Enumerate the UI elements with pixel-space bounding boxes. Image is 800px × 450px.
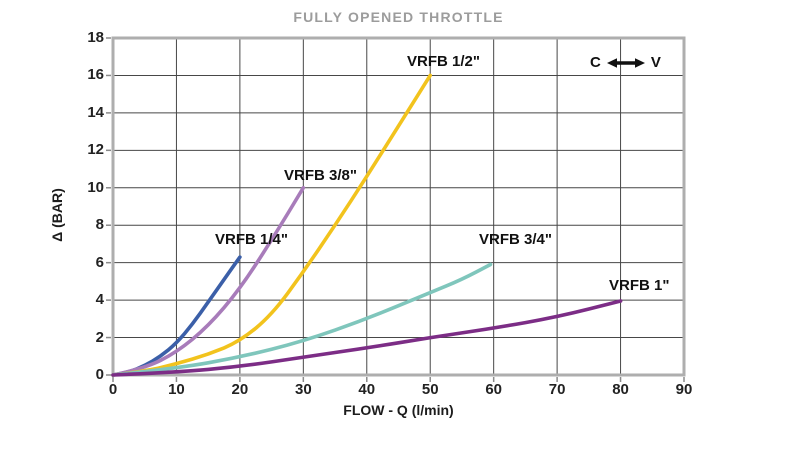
y-tick-label: 0	[95, 366, 104, 383]
y-tick-label: 18	[87, 29, 104, 46]
y-tick-label: 10	[87, 178, 104, 196]
x-tick-label: 90	[675, 381, 693, 398]
chart-title: FULLY OPENED THROTTLE	[293, 9, 504, 25]
x-tick-label: 40	[358, 381, 376, 398]
curve-4	[111, 299, 623, 377]
series-label-vrfb-1: VRFB 1"	[609, 277, 670, 294]
curve-3	[111, 262, 493, 377]
x-tick-label: 60	[485, 381, 502, 398]
cv-annotation: C V	[590, 54, 661, 71]
y-tick-label: 16	[87, 66, 104, 84]
series-label-vrfb-3-8: VRFB 3/8"	[284, 167, 357, 184]
x-tick-label: 80	[612, 381, 629, 398]
curve-2	[111, 73, 432, 377]
double-arrow-icon	[606, 57, 645, 68]
cv-annotation-left: C	[590, 54, 601, 71]
y-tick-label: 14	[87, 103, 104, 121]
x-tick-label: 30	[294, 381, 312, 398]
cv-annotation-right: V	[650, 54, 661, 71]
x-axis-label: FLOW - Q (l/min)	[343, 402, 454, 418]
x-tick-label: 0	[108, 381, 118, 398]
series-label-vrfb-3-4: VRFB 3/4"	[479, 231, 552, 248]
y-tick-label: 4	[95, 291, 104, 309]
x-tick-label: 70	[548, 381, 566, 398]
y-tick-label: 8	[95, 216, 104, 234]
y-tick-label: 2	[95, 328, 104, 346]
y-tick-label: 12	[87, 141, 104, 159]
y-tick-label: 6	[95, 253, 104, 271]
curve-1	[111, 186, 306, 377]
series-label-vrfb-1-2: VRFB 1/2"	[407, 53, 480, 70]
x-tick-label: 50	[421, 381, 439, 398]
plot-border	[111, 36, 686, 377]
x-tick-label: 10	[168, 381, 185, 398]
x-tick-label: 20	[231, 381, 249, 398]
series-label-vrfb-1-4: VRFB 1/4"	[215, 231, 288, 248]
